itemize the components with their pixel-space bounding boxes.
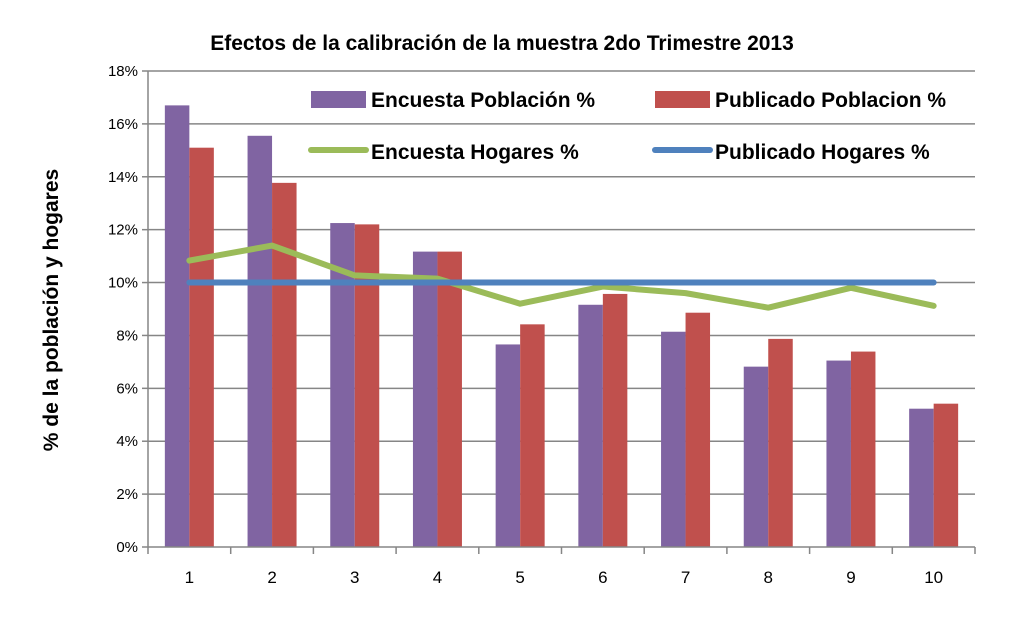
legend-label-publicado-hogares: Publicado Hogares % [715,141,930,164]
y-tick-label: 4% [116,433,138,450]
legend-swatch-encuesta-poblacion [311,91,366,108]
bar [495,344,521,547]
x-tick-label: 3 [350,568,359,587]
y-tick-label: 18% [108,63,138,80]
x-tick-label: 1 [185,568,194,587]
bar [578,304,603,547]
lines [186,242,937,311]
x-tick-label: 5 [515,568,524,587]
x-tick-label: 4 [433,568,442,587]
y-tick-label: 0% [116,539,138,556]
bar [247,135,273,548]
bar [412,251,438,548]
chart-title: Efectos de la calibración de la muestra … [210,32,794,55]
bar [520,324,545,547]
y-tick-label: 2% [116,486,138,503]
y-tick-label: 10% [108,275,138,292]
bar [826,360,851,547]
bar [437,251,462,548]
series-line [186,242,937,311]
bar [272,182,297,548]
y-tick-label: 14% [108,169,138,186]
bar [189,147,214,547]
x-tick-label: 10 [924,568,943,587]
legend: Encuesta Población % Publicado Poblacion… [308,89,946,164]
y-tick-label: 8% [116,327,138,344]
legend-label-publicado-poblacion: Publicado Poblacion % [715,89,946,112]
legend-label-encuesta-poblacion: Encuesta Población % [371,89,595,112]
x-tick-label: 6 [598,568,607,587]
y-tick-label: 16% [108,116,138,133]
legend-swatch-publicado-poblacion [655,91,710,108]
x-tick-label: 9 [846,568,855,587]
x-tick-label: 8 [764,568,773,587]
x-tick-label: 2 [267,568,276,587]
bar [164,105,190,547]
bar [909,408,934,547]
bars [164,105,959,548]
y-tick-label: 12% [108,222,138,239]
bar [685,312,711,547]
axes: 0% 2% 4% 6% 8% 10% 12% 14% 16% 18% 1 2 3 4 5 6 7 8 9 10 [108,63,976,587]
bar [602,293,628,547]
bar [933,403,959,547]
y-axis-label: % de la población y hogares [40,169,63,451]
y-tick-label: 6% [116,380,138,397]
x-tick-label: 7 [681,568,690,587]
bar [850,351,876,547]
legend-label-encuesta-hogares: Encuesta Hogares % [371,141,579,164]
bar [661,331,686,547]
bar [743,366,769,547]
bar [768,338,793,547]
